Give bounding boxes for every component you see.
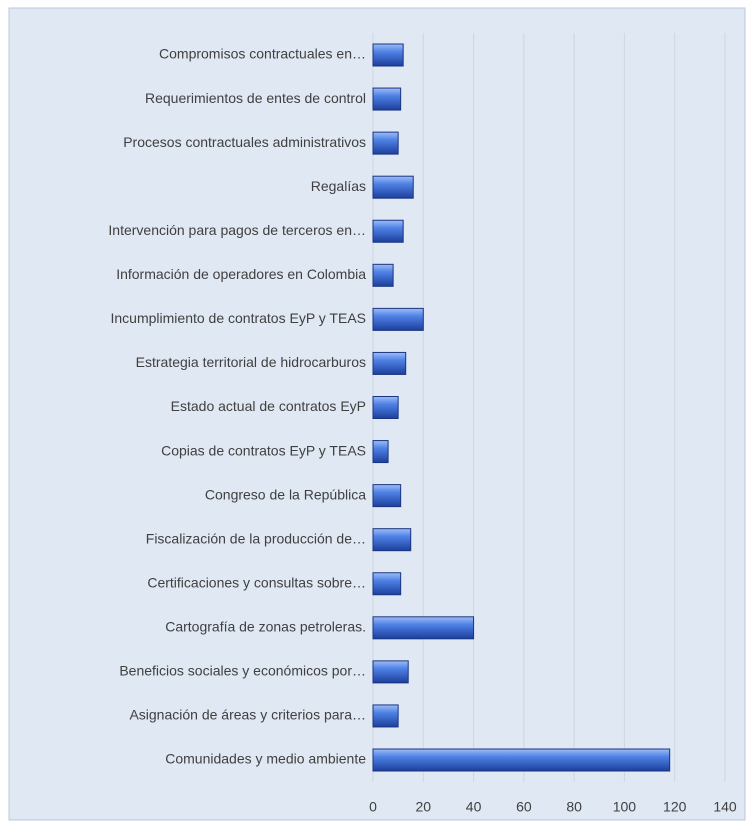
- y-tick-label: Intervención para pagos de terceros en…: [108, 222, 366, 238]
- y-tick-label: Comunidades y medio ambiente: [165, 751, 366, 767]
- bar: [372, 660, 409, 684]
- y-tick-label: Fiscalización de la producción de…: [146, 530, 366, 546]
- x-tick-label: 120: [663, 799, 687, 815]
- x-tick-label: 100: [613, 799, 637, 815]
- y-tick-label: Certificaciones y consultas sobre…: [147, 574, 366, 590]
- bar: [372, 704, 399, 728]
- bar: [372, 440, 389, 464]
- x-tick-label: 60: [516, 799, 532, 815]
- bar: [372, 396, 399, 419]
- x-tick-label: 80: [566, 799, 582, 815]
- y-tick-label: Asignación de áreas y criterios para…: [129, 707, 366, 723]
- bar: [372, 528, 412, 552]
- x-tick-label: 20: [415, 799, 431, 815]
- y-tick-label: Compromisos contractuales en…: [159, 46, 366, 62]
- y-tick-label: Congreso de la República: [205, 486, 366, 502]
- x-tick-label: 140: [713, 799, 737, 815]
- bar: [372, 748, 671, 772]
- x-tick-label: 40: [466, 799, 482, 815]
- bar: [372, 43, 404, 67]
- bar: [372, 131, 399, 155]
- bar: [372, 351, 407, 375]
- y-tick-label: Incumplimiento de contratos EyP y TEAS: [111, 310, 367, 326]
- y-tick-label: Estrategia territorial de hidrocarburos: [136, 354, 366, 370]
- y-tick-label: Requerimientos de entes de control: [145, 90, 366, 106]
- y-tick-label: Información de operadores en Colombia: [116, 266, 366, 282]
- y-tick-label: Beneficios sociales y económicos por…: [119, 663, 366, 679]
- y-tick-label: Cartografía de zonas petroleras.: [165, 619, 366, 635]
- bar: [372, 219, 404, 243]
- bar: [372, 572, 402, 596]
- bar: [372, 175, 414, 199]
- y-tick-label: Procesos contractuales administrativos: [123, 134, 366, 150]
- bar: [372, 263, 394, 287]
- bar: [372, 484, 402, 508]
- bar: [372, 616, 475, 640]
- y-tick-label: Regalías: [311, 178, 366, 194]
- y-tick-label: Copias de contratos EyP y TEAS: [161, 442, 366, 458]
- x-tick-label: 0: [369, 799, 377, 815]
- y-tick-label: Estado actual de contratos EyP: [171, 398, 366, 414]
- bar: [372, 87, 402, 111]
- bar: [372, 307, 424, 331]
